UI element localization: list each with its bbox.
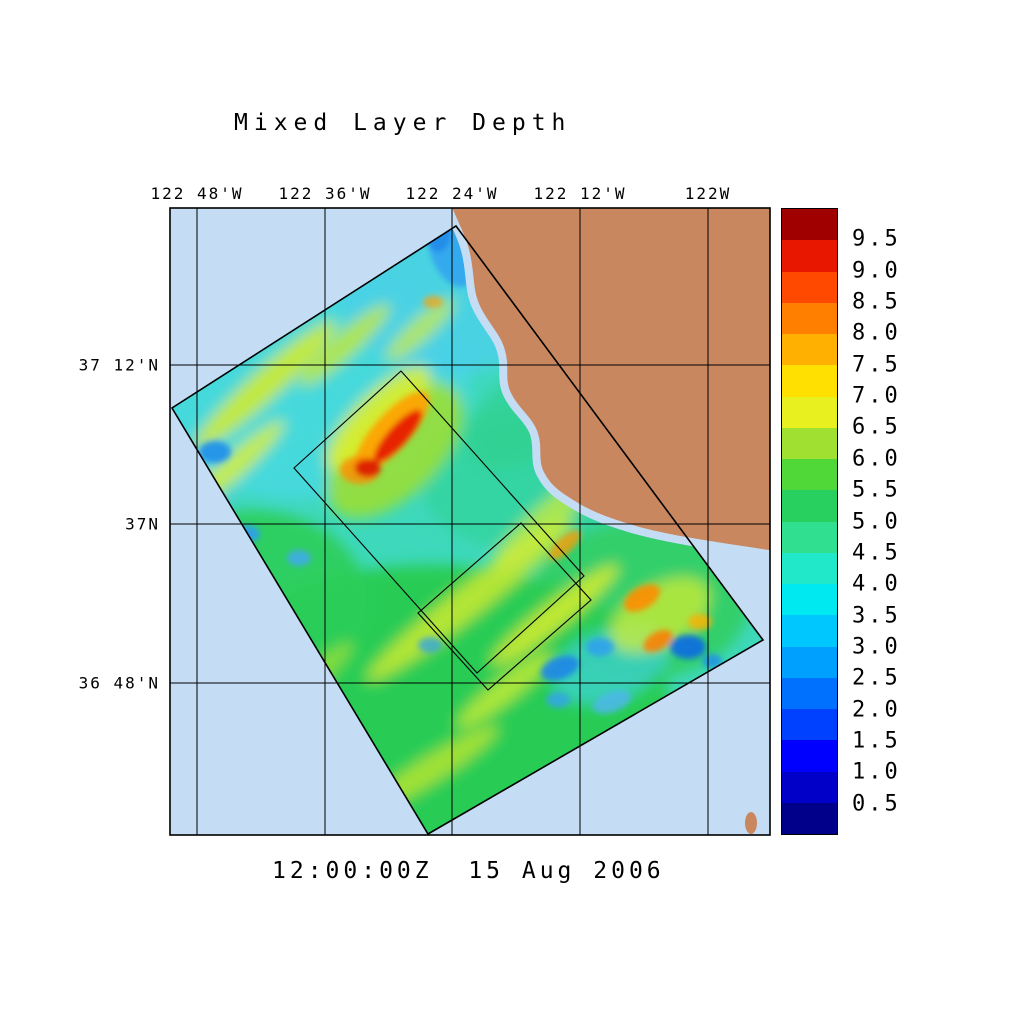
colorbar-band [782, 209, 837, 241]
nested-domain-box-1 [293, 370, 585, 674]
colorbar-band [782, 709, 837, 741]
colorbar-band [782, 740, 837, 772]
outer-domain-box [170, 224, 765, 836]
colorbar-band [782, 396, 837, 428]
latitude-label: 37N [125, 514, 160, 534]
latitude-label: 37 12'N [78, 355, 160, 375]
timestamp-label: 12:00:00Z 15 Aug 2006 [272, 858, 665, 884]
longitude-label: 122W [684, 184, 732, 203]
top-axis-labels: 122 48'W 122 36'W 122 24'W 122 12'W 122W [0, 184, 1024, 206]
plot-border [169, 207, 771, 836]
colorbar-band [782, 459, 837, 491]
colorbar-band [782, 521, 837, 553]
colorbar-band [782, 334, 837, 366]
colorbar-band [782, 271, 837, 303]
longitude-label: 122 36'W [278, 184, 372, 203]
model-domain-outline [170, 224, 765, 836]
longitude-label: 122 12'W [533, 184, 627, 203]
colorbar-band [782, 240, 837, 272]
land-mass [443, 208, 770, 834]
longitude-label: 122 24'W [405, 184, 499, 203]
latitude-label: 36 48'N [78, 673, 160, 693]
longitude-label: 122 48'W [150, 184, 244, 203]
colorbar-band [782, 771, 837, 803]
small-island [745, 812, 757, 834]
colorbar-band [782, 646, 837, 678]
colorbar-band [782, 490, 837, 522]
colorbar-band [782, 615, 837, 647]
grid-lines [170, 208, 770, 835]
colorbar-band [782, 677, 837, 709]
colorbar [781, 208, 838, 835]
colorbar-band [782, 302, 837, 334]
nested-domain-box-2 [417, 522, 592, 691]
colorbar-band [782, 584, 837, 616]
colorbar-band [782, 427, 837, 459]
colorbar-band [782, 802, 837, 834]
colorbar-band [782, 365, 837, 397]
colorbar-band [782, 552, 837, 584]
page-title: Mixed Layer Depth [234, 110, 572, 136]
left-axis-labels: 37 12'N 37N 36 48'N [0, 0, 160, 1024]
